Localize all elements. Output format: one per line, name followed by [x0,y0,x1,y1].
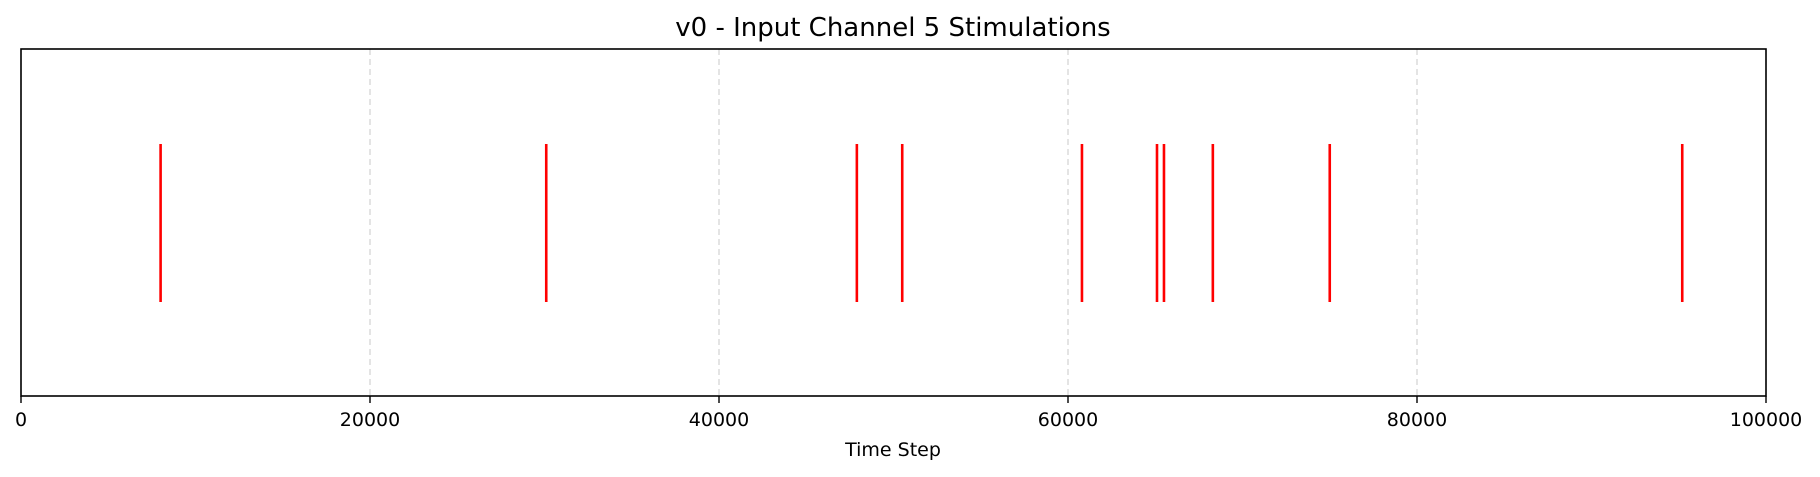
x-axis-ticks: 0 20000 40000 60000 80000 100000 [15,396,1802,431]
x-tick-label: 0 [15,409,27,431]
x-tick-label: 100000 [1730,409,1803,431]
plot-frame [20,48,1767,397]
x-tick-label: 40000 [689,409,749,431]
grid-layer [20,49,1767,396]
x-axis-label: Time Step [844,439,941,461]
x-tick-label: 60000 [1038,409,1098,431]
event-lines [159,144,1684,302]
x-tick-label: 80000 [1387,409,1447,431]
chart-title: v0 - Input Channel 5 Stimulations [675,13,1110,43]
x-tick-label: 20000 [340,409,400,431]
